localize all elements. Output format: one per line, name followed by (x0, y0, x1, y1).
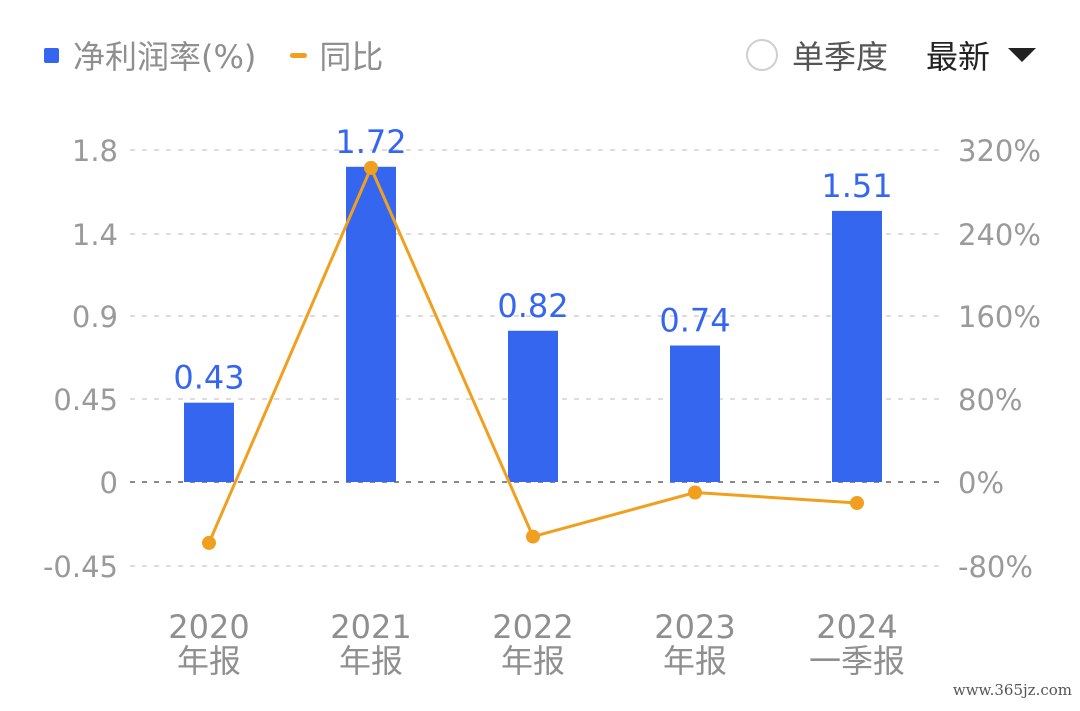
left-tick-label: 0.9 (72, 300, 118, 334)
x-tick-label-year: 2022 (492, 608, 573, 646)
x-tick-label-period: 年报 (663, 642, 727, 680)
legend-item-net-margin: 净利润率(%) (44, 32, 256, 78)
legend: 净利润率(%) 同比 (44, 30, 417, 80)
yoy-point (688, 485, 702, 500)
legend-bar-swatch (44, 47, 59, 63)
left-tick-label: -0.45 (43, 550, 118, 584)
latest-dropdown-label[interactable]: 最新 (925, 38, 990, 76)
quarter-label[interactable]: 单季度 (791, 38, 888, 76)
chart-controls: 单季度 最新 (745, 30, 1036, 80)
bar (346, 166, 396, 483)
bar-value-label: 0.74 (659, 302, 730, 340)
x-tick-label-period: 一季报 (809, 642, 905, 680)
bar (670, 345, 720, 482)
quarter-radio[interactable] (745, 39, 778, 71)
right-tick-label: 240% (958, 218, 1041, 252)
right-tick-label: 80% (958, 383, 1022, 417)
x-tick-label-period: 年报 (339, 642, 403, 680)
x-tick-label-year: 2020 (168, 608, 249, 646)
left-tick-label: 0.45 (53, 383, 118, 417)
left-tick-label: 0 (100, 466, 118, 500)
bar (508, 330, 558, 482)
yoy-point (850, 496, 864, 510)
x-tick-label-period: 年报 (501, 642, 565, 680)
bar (832, 210, 882, 482)
x-tick-label-year: 2024 (816, 608, 897, 646)
legend-bar-label: 净利润率(%) (73, 38, 257, 76)
legend-line-label: 同比 (319, 38, 384, 76)
bar-value-label: 0.82 (497, 287, 568, 325)
x-tick-label-period: 年报 (177, 642, 241, 680)
bar-value-label: 1.72 (335, 123, 406, 161)
right-tick-label: 320% (958, 134, 1041, 168)
x-tick-label-year: 2023 (654, 608, 735, 646)
left-tick-label: 1.8 (72, 134, 118, 168)
watermark: www.365jz.com (952, 681, 1072, 699)
yoy-point (202, 535, 216, 550)
yoy-point (364, 160, 378, 175)
bar-value-label: 0.43 (173, 359, 244, 397)
dropdown-caret-icon[interactable] (1008, 48, 1036, 62)
legend-item-yoy: 同比 (290, 32, 383, 78)
right-tick-label: -80% (958, 550, 1033, 584)
yoy-point (526, 529, 540, 544)
left-tick-label: 1.4 (72, 218, 118, 252)
right-tick-label: 0% (958, 466, 1004, 500)
legend-line-swatch (290, 52, 308, 58)
x-tick-label-year: 2021 (330, 608, 411, 646)
right-tick-label: 160% (958, 300, 1041, 334)
bar (184, 402, 234, 482)
bar-value-label: 1.51 (821, 167, 892, 205)
